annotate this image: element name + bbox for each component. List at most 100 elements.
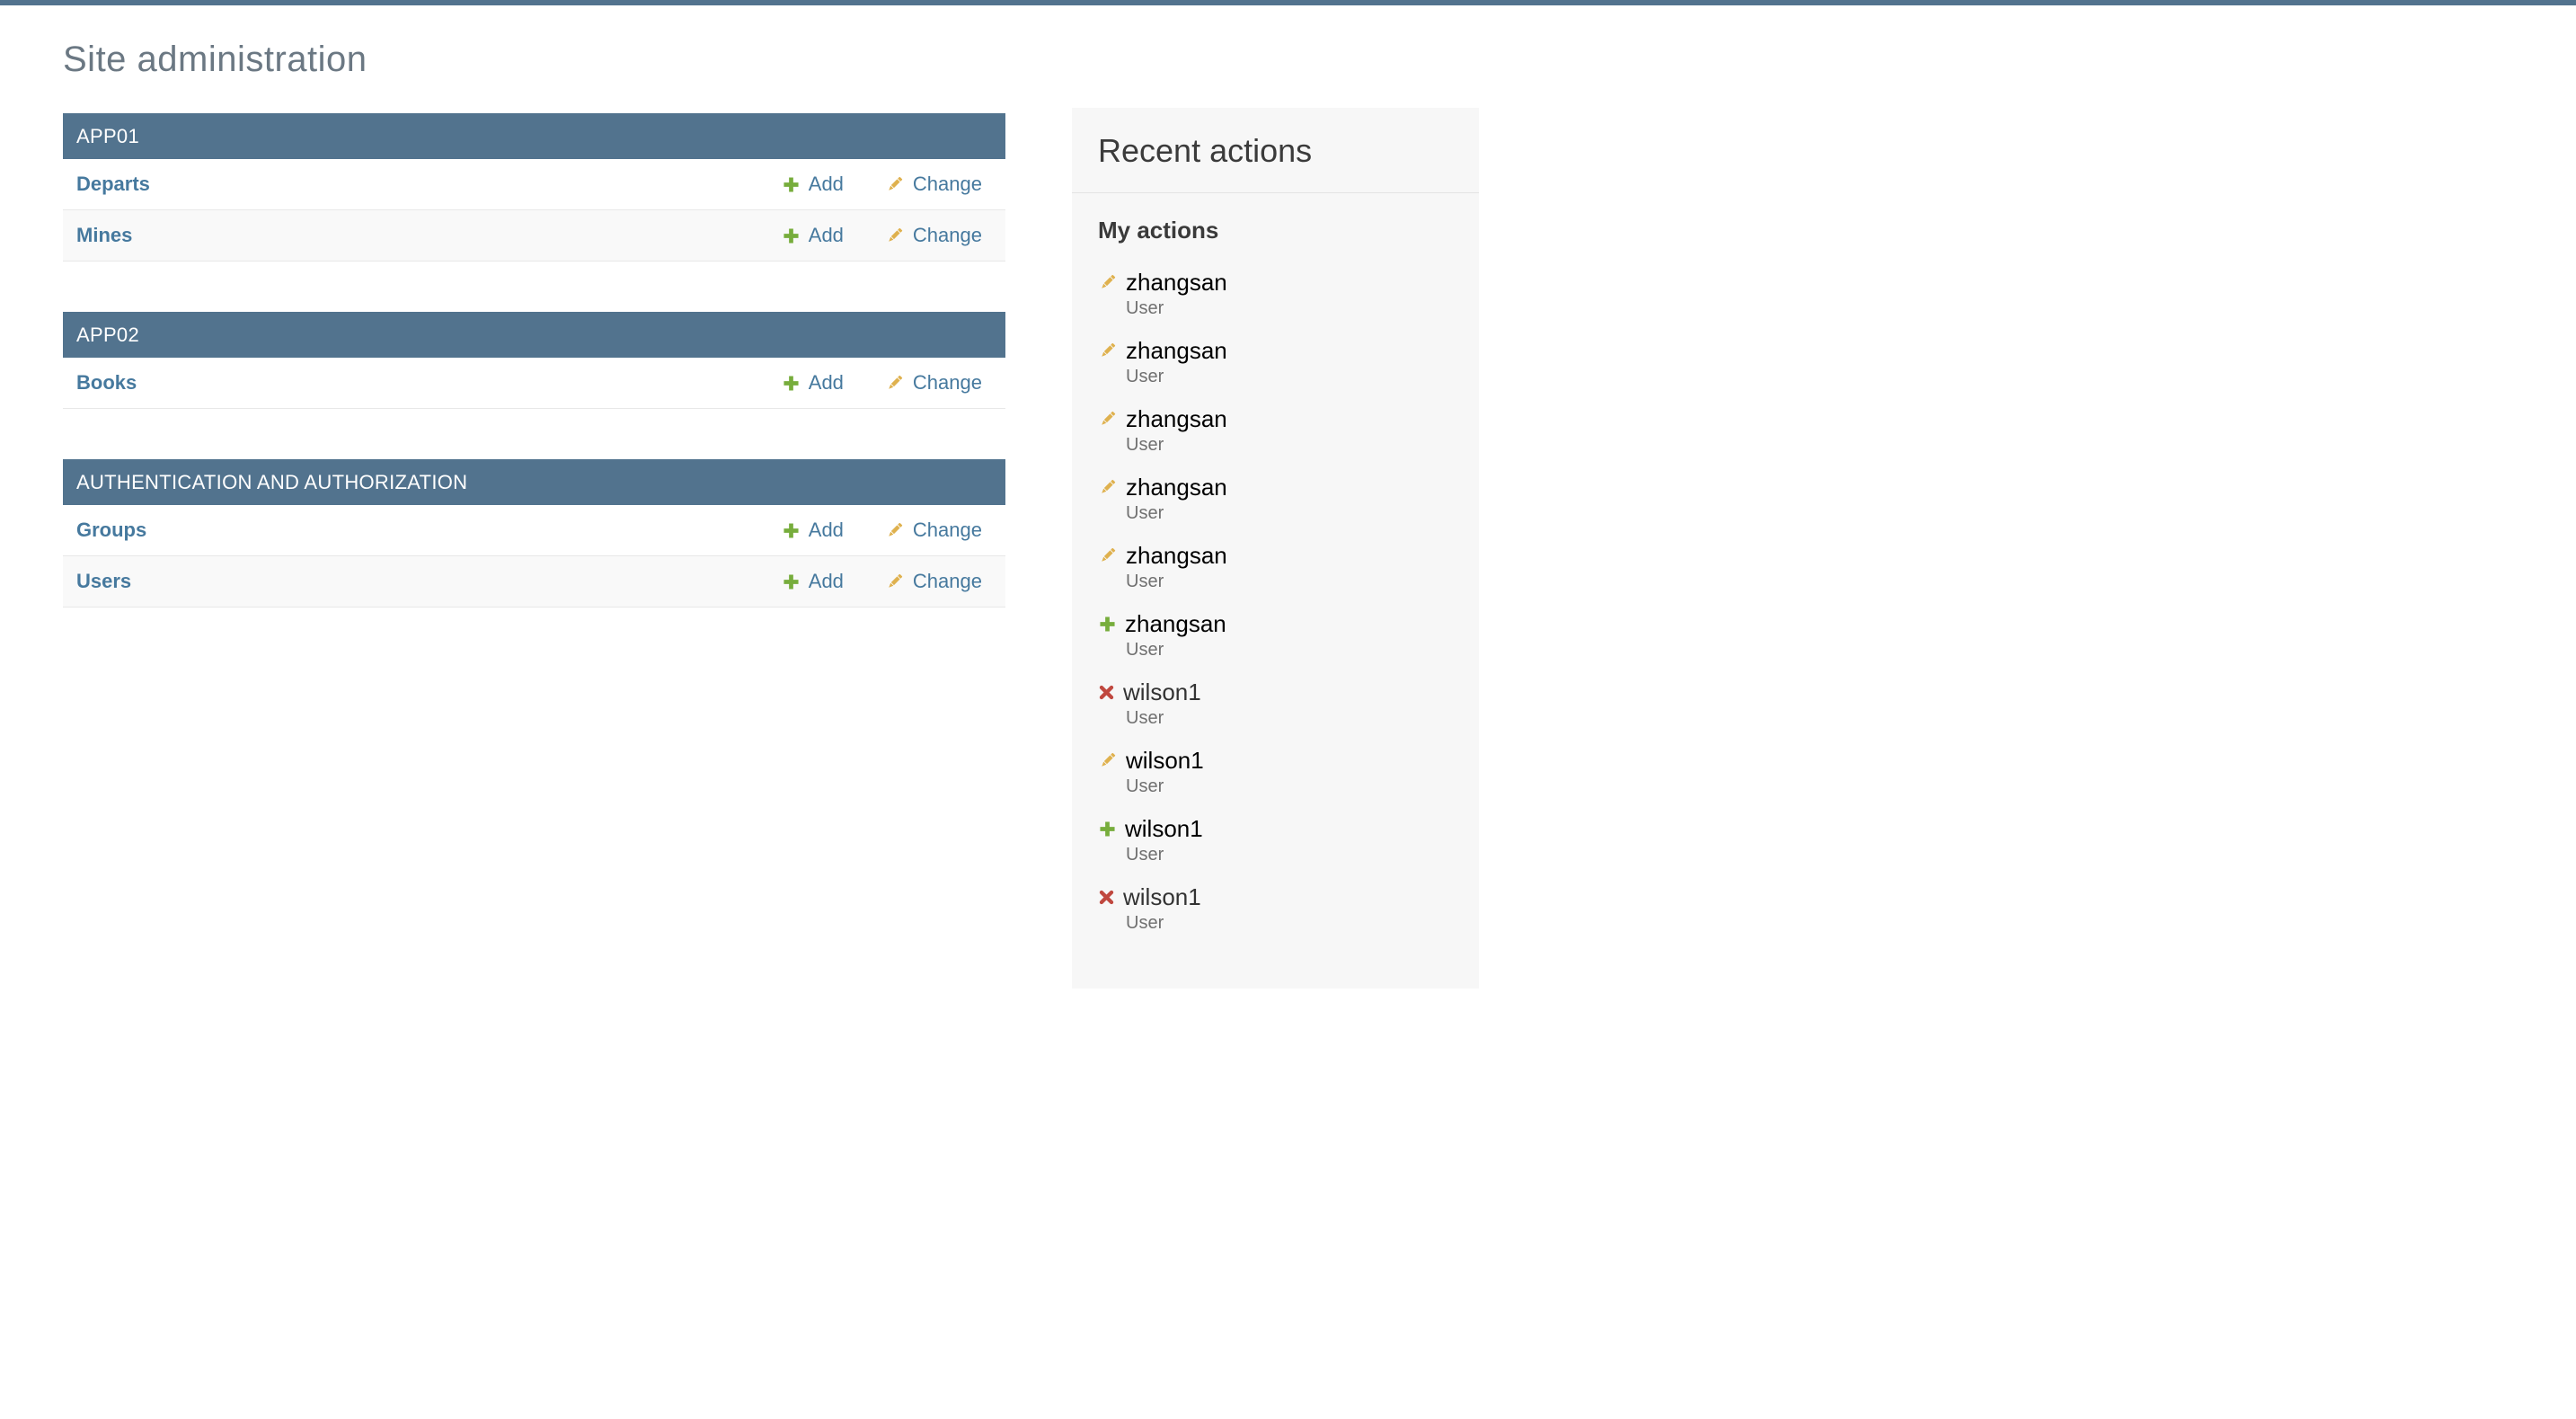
delete-x-icon [1098,684,1115,701]
change-link[interactable]: Change [885,570,982,593]
pencil-icon [1098,341,1118,360]
model-row: Books Add Change [63,358,1005,409]
action-object-name[interactable]: zhangsan [1126,474,1227,501]
change-link[interactable]: Change [885,173,982,196]
change-link[interactable]: Change [885,519,982,542]
plus-icon [782,175,801,194]
pencil-icon [1098,545,1118,565]
page-content: Site administration APP01 Departs Add [0,5,2576,989]
delete-x-icon [1098,889,1115,906]
recent-action-item: zhangsan User [1098,335,1453,387]
pencil-icon [885,226,905,245]
model-rows: Books Add Change [63,358,1005,409]
action-object-type: User [1126,435,1164,455]
change-link-label: Change [912,371,982,394]
action-object-type: User [1126,367,1164,386]
change-link-label: Change [912,173,982,195]
recent-action-line: zhangsan [1098,404,1453,434]
action-object-name[interactable]: wilson1 [1126,747,1204,774]
model-link[interactable]: Departs [76,173,150,195]
recent-action-item: wilson1 User [1098,882,1453,934]
add-link[interactable]: Add [782,173,844,196]
model-row: Mines Add Change [63,210,1005,262]
model-link[interactable]: Books [76,371,137,394]
add-link-label: Add [808,224,844,246]
action-object-name[interactable]: wilson1 [1125,815,1203,842]
action-object-name[interactable]: zhangsan [1126,542,1227,569]
recent-action-line: wilson1 [1098,677,1453,707]
recent-action-line: zhangsan [1098,608,1453,639]
top-accent-bar [0,0,2576,5]
pencil-icon [1098,750,1118,770]
recent-action-line: zhangsan [1098,472,1453,502]
change-link-label: Change [912,519,982,541]
recent-action-item: zhangsan User [1098,608,1453,661]
add-link[interactable]: Add [782,570,844,593]
pencil-icon [885,373,905,393]
action-object-type: User [1126,298,1164,318]
recent-action-item: zhangsan User [1098,267,1453,319]
app-module: APP02 Books Add Change [63,312,1005,409]
plus-icon [782,521,801,540]
recent-action-line: zhangsan [1098,335,1453,366]
action-object-name: wilson1 [1123,678,1201,705]
model-row: Groups Add Change [63,505,1005,556]
model-link[interactable]: Users [76,570,132,592]
recent-action-item: zhangsan User [1098,540,1453,592]
recent-action-line: wilson1 [1098,882,1453,912]
pencil-icon [885,174,905,194]
pencil-icon [885,520,905,540]
app-section-header: APP01 [63,113,1005,159]
recent-action-line: zhangsan [1098,540,1453,571]
pencil-icon [1098,272,1118,292]
main-column: Site administration APP01 Departs Add [63,5,1005,658]
model-rows: Departs Add Change Mines [63,159,1005,262]
recent-actions-header: Recent actions [1072,108,1479,193]
action-object-name[interactable]: zhangsan [1125,610,1226,637]
add-link[interactable]: Add [782,519,844,542]
pencil-icon [885,572,905,591]
action-object-name[interactable]: zhangsan [1126,337,1227,364]
model-link[interactable]: Mines [76,224,133,246]
plus-icon [1098,615,1117,634]
add-link-label: Add [808,173,844,195]
change-link[interactable]: Change [885,224,982,247]
plus-icon [782,374,801,393]
pencil-icon [1098,477,1118,497]
plus-icon [782,226,801,245]
recent-action-item: wilson1 User [1098,677,1453,729]
pencil-icon [1098,409,1118,429]
recent-action-item: zhangsan User [1098,404,1453,456]
change-link[interactable]: Change [885,371,982,395]
app-module: AUTHENTICATION AND AUTHORIZATION Groups … [63,459,1005,608]
add-link[interactable]: Add [782,224,844,247]
change-link-label: Change [912,570,982,592]
add-link-label: Add [808,519,844,541]
app-section-name: AUTHENTICATION AND AUTHORIZATION [76,471,468,493]
my-actions-heading: My actions [1098,217,1219,244]
recent-actions-body: My actions zhangsan User [1072,193,1479,973]
model-link[interactable]: Groups [76,519,147,541]
action-object-type: User [1126,503,1164,523]
recent-actions-title: Recent actions [1098,132,1313,169]
action-object-type: User [1126,845,1164,865]
action-object-name[interactable]: zhangsan [1126,269,1227,296]
page-title: Site administration [63,40,367,79]
recent-action-item: wilson1 User [1098,745,1453,797]
action-object-type: User [1126,708,1164,728]
recent-action-line: wilson1 [1098,745,1453,776]
recent-action-item: wilson1 User [1098,813,1453,865]
recent-action-line: zhangsan [1098,267,1453,297]
action-object-type: User [1126,776,1164,796]
app-list: APP01 Departs Add Change [63,113,1005,608]
app-section-name: APP02 [76,324,139,346]
recent-actions-list: zhangsan User zhangsan User [1098,267,1453,934]
app-section-name: APP01 [76,125,139,147]
plus-icon [1098,820,1117,838]
model-rows: Groups Add Change Users [63,505,1005,608]
add-link[interactable]: Add [782,371,844,395]
app-module: APP01 Departs Add Change [63,113,1005,262]
action-object-name[interactable]: zhangsan [1126,405,1227,432]
model-row: Users Add Change [63,556,1005,608]
action-object-type: User [1126,640,1164,660]
